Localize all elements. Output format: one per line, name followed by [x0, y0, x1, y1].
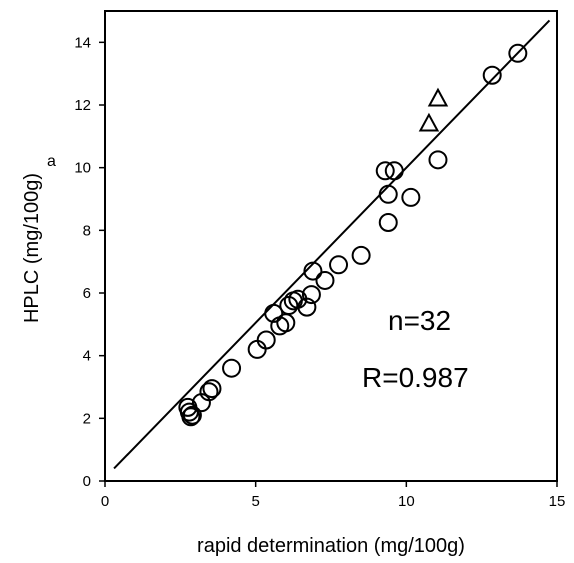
y-tick-label: 8 — [83, 222, 91, 239]
circle-point — [384, 161, 404, 181]
circle-point — [351, 245, 371, 265]
circle-point — [378, 184, 398, 204]
x-axis-title: rapid determination (mg/100g) — [197, 535, 465, 557]
y-axis-superscript: a — [47, 153, 56, 170]
circle-point — [297, 297, 317, 317]
circle-point — [508, 43, 528, 63]
annotation-r: R=0.987 — [362, 362, 469, 393]
circle-point — [401, 187, 421, 207]
circle-point — [199, 382, 219, 402]
circle-point — [256, 330, 276, 350]
y-tick-label: 4 — [83, 348, 91, 365]
x-tick-label: 15 — [549, 493, 566, 510]
y-tick-label: 12 — [74, 97, 91, 114]
circle-point — [247, 339, 267, 359]
x-tick-label: 0 — [101, 493, 109, 510]
triangle-point — [418, 112, 440, 132]
triangle-point — [427, 87, 449, 107]
y-tick-label: 2 — [83, 410, 91, 427]
fit-line — [113, 19, 551, 470]
circle-point — [182, 405, 202, 425]
circle-point — [264, 303, 284, 323]
circle-point — [329, 255, 349, 275]
y-axis-title: HPLC (mg/100g) — [21, 173, 43, 323]
circle-point — [315, 270, 335, 290]
x-tick-label: 10 — [398, 493, 415, 510]
y-tick-label: 10 — [74, 160, 91, 177]
y-tick-label: 14 — [74, 34, 91, 51]
circle-point — [202, 379, 222, 399]
circle-point — [375, 161, 395, 181]
x-tick-label: 5 — [251, 493, 259, 510]
plot-frame — [104, 10, 558, 482]
circle-point — [276, 313, 296, 333]
y-tick-label: 0 — [83, 473, 91, 490]
annotation-n: n=32 — [388, 305, 451, 336]
circle-point — [303, 261, 323, 281]
fit-line-group — [113, 19, 551, 470]
circle-point — [378, 213, 398, 232]
circle-point — [301, 285, 321, 305]
circle-point — [222, 358, 242, 378]
y-tick-label: 6 — [83, 285, 91, 302]
data-points — [178, 43, 528, 427]
circle-point — [181, 407, 201, 427]
circle-point — [428, 150, 448, 170]
axis-ticks: 0 5 10 15 0 2 4 6 8 10 12 14 — [74, 34, 565, 510]
circle-point — [482, 65, 502, 85]
